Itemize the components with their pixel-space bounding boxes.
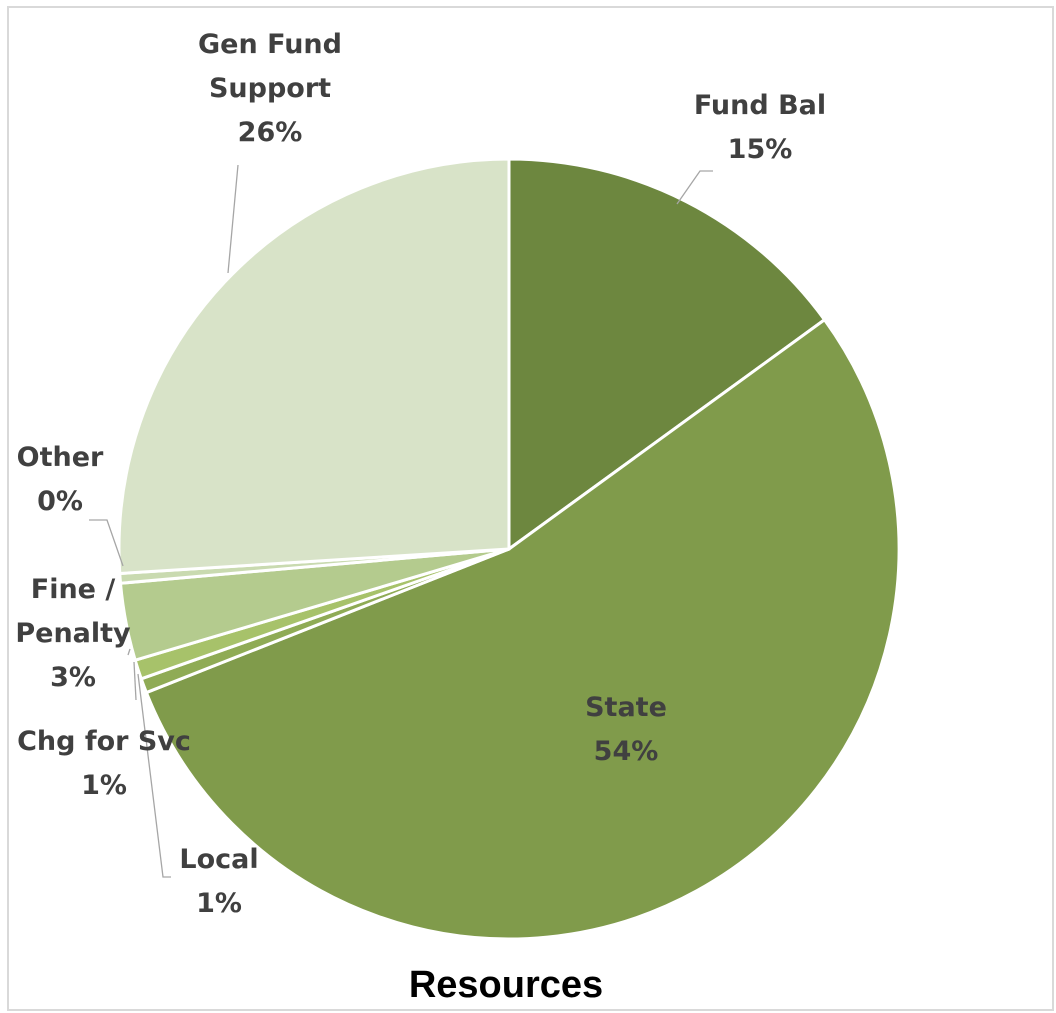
pie-slice-gen-fund-support xyxy=(117,157,511,575)
leader-line-fine-penalty xyxy=(127,648,131,656)
chart-title: Resources xyxy=(409,964,603,1006)
data-label-other: Other 0% xyxy=(17,442,104,517)
leader-line-chg-for-svc xyxy=(133,661,137,701)
pie-slice-state xyxy=(144,318,901,941)
chart-border xyxy=(7,6,1054,1011)
data-label-chg-for-svc: Chg for Svc 1% xyxy=(17,726,191,801)
data-label-fund-bal: Fund Bal 15% xyxy=(694,90,826,165)
leader-lines xyxy=(89,164,713,878)
leader-line-fund-bal xyxy=(676,170,713,205)
pie-slice-fund-bal xyxy=(507,157,827,551)
leader-line-gen-fund-support xyxy=(227,164,239,274)
data-label-state: State 54% xyxy=(585,692,667,767)
data-label-gen-fund-support: Gen Fund Support 26% xyxy=(198,29,342,148)
data-labels: Fund Bal 15% State 54% Local 1% Chg for Svc 1% F… xyxy=(15,29,826,919)
data-label-local: Local 1% xyxy=(179,844,258,919)
leader-line-local xyxy=(137,673,171,878)
data-label-fine-penalty: Fine / Penalty 3% xyxy=(15,574,131,693)
pie-slices xyxy=(117,157,901,941)
leader-line-other xyxy=(89,519,124,567)
